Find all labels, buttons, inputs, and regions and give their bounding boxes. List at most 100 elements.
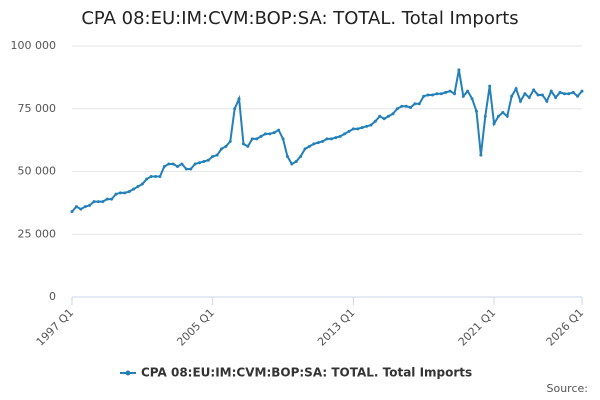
point (96, 200, 100, 204)
point (470, 97, 474, 101)
point (206, 158, 210, 162)
point (527, 95, 531, 99)
point (474, 109, 478, 113)
point (259, 134, 263, 138)
point (281, 137, 285, 141)
point (162, 164, 166, 168)
point (154, 175, 158, 179)
point (237, 97, 241, 101)
point (351, 127, 355, 131)
point (373, 119, 377, 123)
point (448, 89, 452, 93)
line (71, 69, 583, 213)
x-tick-label: 2026 Q1 (544, 306, 587, 349)
y-tick-label: 100 000 (11, 39, 57, 52)
point (70, 210, 74, 214)
point (263, 132, 267, 136)
point (255, 137, 259, 141)
point (158, 175, 162, 179)
point (202, 159, 206, 163)
point (562, 92, 566, 96)
point (140, 182, 144, 186)
point (378, 114, 382, 118)
point (347, 129, 351, 133)
y-tick-label: 50 000 (18, 165, 57, 178)
point (277, 128, 281, 132)
point (316, 141, 320, 145)
point (241, 142, 245, 146)
point (567, 92, 571, 96)
point (439, 92, 443, 96)
point (189, 167, 193, 171)
point (149, 175, 153, 179)
point (431, 93, 435, 97)
point (167, 162, 171, 166)
point (395, 107, 399, 111)
point (334, 136, 338, 140)
point (435, 92, 439, 96)
point (580, 89, 584, 93)
legend-label: CPA 08:EU:IM:CVM:BOP:SA: TOTAL. Total Im… (141, 366, 472, 380)
point (294, 159, 298, 163)
point (329, 137, 333, 141)
point (215, 153, 219, 157)
point (571, 90, 575, 94)
point (505, 114, 509, 118)
point (338, 134, 342, 138)
point (457, 68, 461, 72)
point (136, 185, 140, 189)
point (444, 90, 448, 94)
point (461, 94, 465, 98)
point (127, 190, 131, 194)
point (88, 203, 92, 207)
point (303, 147, 307, 151)
point (518, 99, 522, 103)
chart-title: CPA 08:EU:IM:CVM:BOP:SA: TOTAL. Total Im… (81, 8, 518, 29)
point (132, 187, 136, 191)
point (422, 94, 426, 98)
point (369, 123, 373, 127)
point (180, 162, 184, 166)
point (488, 84, 492, 88)
point (307, 144, 311, 148)
y-tick-label: 0 (49, 290, 56, 303)
point (325, 137, 329, 141)
point (545, 99, 549, 103)
x-tick-label: 2021 Q1 (456, 306, 499, 349)
point (246, 144, 250, 148)
y-tick-label: 75 000 (18, 102, 57, 115)
point (268, 132, 272, 136)
point (272, 131, 276, 135)
point (321, 139, 325, 143)
point (532, 88, 536, 92)
point (233, 107, 237, 111)
point (105, 197, 109, 201)
point (228, 139, 232, 143)
point (176, 164, 180, 168)
point (118, 191, 122, 195)
point (382, 117, 386, 121)
legend-marker (125, 370, 131, 376)
point (514, 87, 518, 91)
point (312, 142, 316, 146)
point (224, 144, 228, 148)
point (540, 93, 544, 97)
point (554, 95, 558, 99)
point (387, 114, 391, 118)
point (193, 162, 197, 166)
point (83, 205, 87, 209)
point (483, 114, 487, 118)
point (219, 147, 223, 151)
point (110, 197, 114, 201)
point (171, 162, 175, 166)
point (290, 162, 294, 166)
point (211, 154, 215, 158)
point (198, 161, 201, 165)
point (536, 93, 540, 97)
point (74, 205, 78, 209)
point (576, 94, 580, 98)
point (523, 92, 527, 96)
point (79, 207, 83, 211)
point (417, 102, 421, 106)
